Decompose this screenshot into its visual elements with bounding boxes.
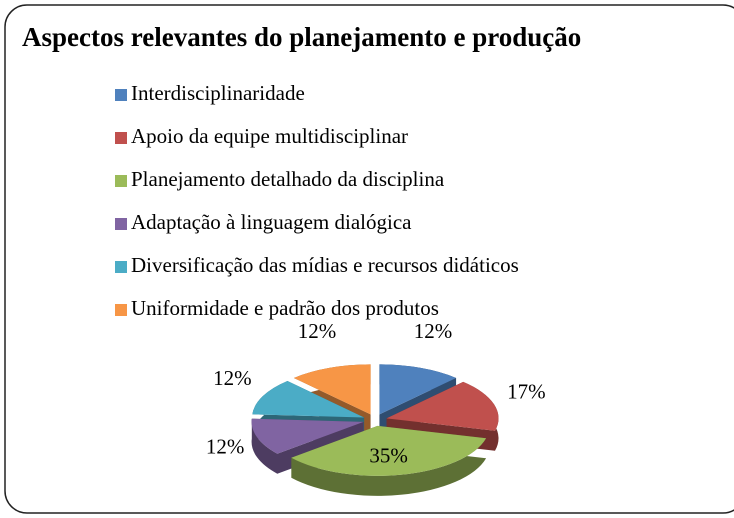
legend-label: Apoio da equipe multidisciplinar [131,124,408,148]
slice [293,364,371,415]
slice [291,425,487,476]
legend-swatch [115,304,127,316]
legend-label: Adaptação à linguagem dialógica [131,210,412,234]
legend-label: Uniformidade e padrão dos produtos [131,296,439,320]
legend-label: Interdisciplinaridade [131,81,305,105]
legend-swatch [115,261,127,273]
data-label: 12% [298,319,337,343]
legend-label: Diversificação das mídias e recursos did… [131,253,519,277]
legend-swatch [115,175,127,187]
slice [379,364,457,415]
legend-swatch [115,218,127,230]
data-label: 35% [369,444,408,468]
data-label: 12% [213,366,252,390]
legend-swatch [115,89,127,101]
data-label: 17% [507,380,546,404]
slice [252,380,365,418]
slice [251,418,364,454]
chart-frame [4,4,734,514]
chart-title: Aspectos relevantes do planejamento e pr… [22,22,581,52]
data-label: 12% [414,319,453,343]
legend-label: Planejamento detalhado da disciplina [131,167,445,191]
legend-swatch [115,132,127,144]
data-label: 12% [206,435,245,459]
slice [386,381,499,431]
